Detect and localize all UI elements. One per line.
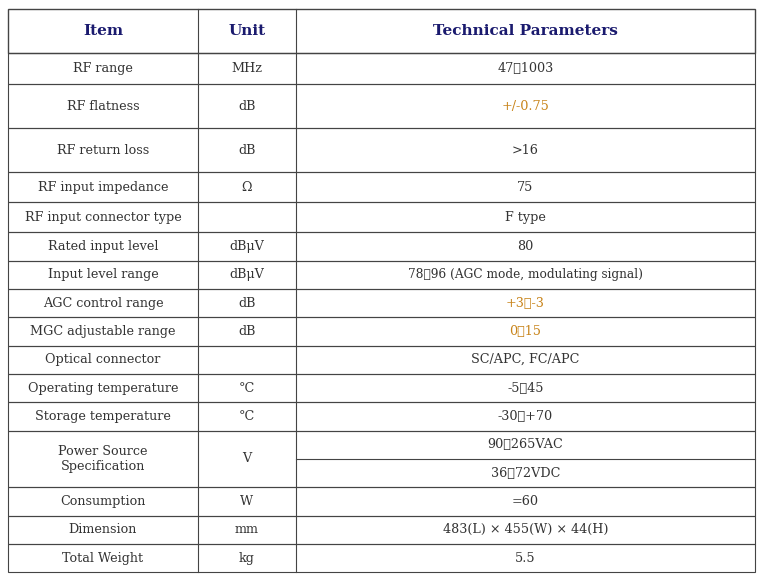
Text: +/-0.75: +/-0.75 <box>501 100 549 113</box>
Text: dBμV: dBμV <box>230 268 264 281</box>
Text: 78～96 (AGC mode, modulating signal): 78～96 (AGC mode, modulating signal) <box>408 268 643 281</box>
Text: Rated input level: Rated input level <box>48 240 158 253</box>
Bar <box>8 202 755 232</box>
Text: RF flatness: RF flatness <box>66 100 140 113</box>
Text: Input level range: Input level range <box>47 268 159 281</box>
Text: RF input connector type: RF input connector type <box>24 211 182 224</box>
Text: SC/APC, FC/APC: SC/APC, FC/APC <box>472 353 580 366</box>
Text: -30～+70: -30～+70 <box>498 410 553 423</box>
Text: MHz: MHz <box>231 62 262 75</box>
Bar <box>8 346 755 374</box>
Text: mm: mm <box>235 523 259 536</box>
Text: =60: =60 <box>512 495 539 508</box>
Text: 80: 80 <box>517 240 533 253</box>
Text: dB: dB <box>238 296 256 310</box>
Bar <box>8 487 755 515</box>
Text: +3～-3: +3～-3 <box>506 296 545 310</box>
Text: °C: °C <box>239 382 255 394</box>
Bar <box>8 128 755 173</box>
Text: RF range: RF range <box>73 62 133 75</box>
Text: dBμV: dBμV <box>230 240 264 253</box>
Text: Dimension: Dimension <box>69 523 137 536</box>
Bar <box>8 289 755 317</box>
Bar <box>8 53 755 84</box>
Bar <box>8 374 755 402</box>
Text: 90～265VAC: 90～265VAC <box>488 438 563 451</box>
Text: Optical connector: Optical connector <box>45 353 161 366</box>
Text: 0～15: 0～15 <box>510 325 542 338</box>
Text: 75: 75 <box>517 181 533 194</box>
Text: 47～1003: 47～1003 <box>497 62 554 75</box>
Bar <box>8 515 755 544</box>
Bar <box>8 402 755 431</box>
Text: Storage temperature: Storage temperature <box>35 410 171 423</box>
Text: Total Weight: Total Weight <box>63 551 143 565</box>
Text: dB: dB <box>238 325 256 338</box>
Bar <box>8 317 755 346</box>
Bar <box>8 84 755 128</box>
Text: RF return loss: RF return loss <box>56 144 149 157</box>
Text: Unit: Unit <box>228 24 266 38</box>
Text: RF input impedance: RF input impedance <box>37 181 168 194</box>
Text: Item: Item <box>83 24 123 38</box>
Text: Consumption: Consumption <box>60 495 146 508</box>
Text: Ω: Ω <box>242 181 252 194</box>
Text: -5～45: -5～45 <box>507 382 544 394</box>
Text: W: W <box>240 495 253 508</box>
Text: dB: dB <box>238 100 256 113</box>
Text: 36～72VDC: 36～72VDC <box>491 467 560 479</box>
Text: V: V <box>243 453 252 465</box>
Text: 5.5: 5.5 <box>515 551 536 565</box>
Text: >16: >16 <box>512 144 539 157</box>
Text: F type: F type <box>505 211 546 224</box>
Text: AGC control range: AGC control range <box>43 296 163 310</box>
Bar <box>8 232 755 261</box>
Text: kg: kg <box>239 551 255 565</box>
Text: °C: °C <box>239 410 255 423</box>
Text: Technical Parameters: Technical Parameters <box>433 24 618 38</box>
Text: dB: dB <box>238 144 256 157</box>
Bar <box>8 9 755 53</box>
Bar <box>8 544 755 572</box>
Bar <box>8 173 755 202</box>
Text: 483(L) × 455(W) × 44(H): 483(L) × 455(W) × 44(H) <box>443 523 608 536</box>
Bar <box>8 431 755 487</box>
Bar <box>8 261 755 289</box>
Text: Power Source
Specification: Power Source Specification <box>58 445 148 473</box>
Text: Operating temperature: Operating temperature <box>27 382 179 394</box>
Text: MGC adjustable range: MGC adjustable range <box>31 325 175 338</box>
